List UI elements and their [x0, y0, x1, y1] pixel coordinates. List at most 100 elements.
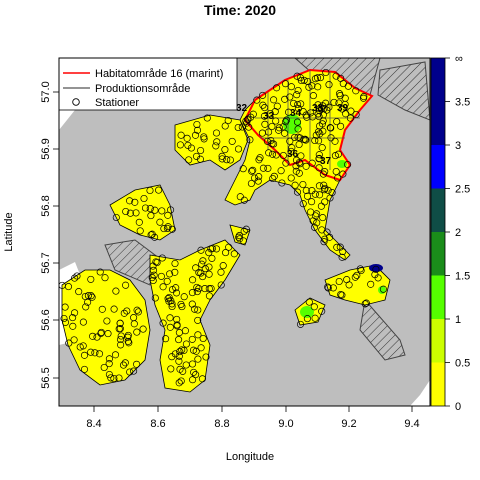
station-marker: [240, 227, 248, 235]
station-marker: [196, 155, 204, 163]
station-marker: [122, 207, 130, 216]
station-marker: [297, 76, 305, 85]
station-marker: [305, 298, 313, 306]
station-marker: [337, 74, 345, 82]
station-marker: [339, 170, 347, 178]
station-marker: [187, 144, 195, 152]
station-marker: [253, 96, 261, 104]
station-marker: [133, 306, 141, 314]
station-marker: [352, 110, 360, 119]
station-marker: [168, 353, 176, 361]
station-marker: [189, 276, 197, 284]
station-marker: [75, 288, 83, 296]
station-marker: [189, 376, 197, 384]
station-marker: [353, 271, 361, 279]
station-marker: [314, 128, 323, 136]
y-tick-label: 56.8: [40, 195, 52, 216]
station-marker: [134, 308, 142, 316]
station-marker: [194, 331, 202, 339]
station-marker: [315, 137, 323, 145]
station-marker: [315, 164, 323, 172]
station-marker: [327, 134, 335, 142]
station-marker: [287, 174, 295, 182]
patch-blue-east: [369, 264, 383, 272]
station-marker: [316, 122, 324, 130]
station-marker: [171, 268, 179, 276]
map-area: 32 33 34 38 39 36 37 Habitatområde 16 (m…: [59, 58, 430, 406]
station-marker: [235, 232, 243, 240]
colorbar-tick-label: ∞: [455, 53, 463, 65]
station-marker: [236, 193, 244, 201]
station-marker: [322, 68, 330, 77]
station-marker: [80, 365, 89, 373]
station-marker: [173, 315, 181, 323]
station-marker: [346, 114, 354, 122]
station-marker: [105, 355, 113, 363]
colorbar: [431, 58, 445, 406]
station-marker: [141, 204, 150, 212]
station-marker: [131, 198, 139, 206]
station-marker: [303, 315, 311, 323]
station-marker: [123, 307, 131, 315]
station-marker: [168, 225, 176, 233]
station-marker: [224, 116, 232, 125]
y-tick-label: 56.9: [40, 138, 52, 159]
station-marker: [301, 135, 309, 143]
station-marker: [110, 374, 118, 383]
colorbar-tick-label: 0.5: [455, 358, 470, 370]
colorbar-tick-label: 0: [455, 401, 461, 413]
station-marker: [324, 186, 332, 194]
area-label: 32: [236, 103, 248, 114]
station-marker: [199, 257, 207, 265]
station-marker: [309, 92, 317, 100]
station-marker: [219, 262, 227, 270]
station-marker: [192, 371, 200, 379]
station-marker: [319, 111, 327, 119]
station-marker: [197, 246, 205, 254]
station-marker: [194, 316, 202, 324]
station-marker: [124, 337, 132, 345]
station-marker: [151, 294, 159, 302]
water-south-central: [149, 239, 241, 393]
station-marker: [166, 270, 174, 278]
station-marker: [242, 117, 250, 125]
station-marker: [87, 275, 95, 283]
production-zone-east: [359, 298, 406, 361]
station-marker: [259, 91, 267, 99]
station-marker: [188, 289, 196, 297]
station-marker: [147, 212, 155, 220]
area-label: 33: [263, 111, 275, 122]
station-marker: [347, 107, 355, 115]
station-marker: [333, 118, 341, 126]
station-marker: [205, 263, 213, 271]
station-marker: [249, 166, 257, 174]
colorbar-band: [431, 275, 445, 319]
station-marker: [266, 109, 274, 118]
station-marker: [87, 292, 95, 300]
station-marker: [61, 318, 70, 326]
station-marker: [184, 141, 192, 149]
station-marker: [343, 276, 351, 284]
colorbar-band: [431, 58, 445, 145]
station-marker: [303, 113, 311, 121]
station-marker: [308, 198, 316, 206]
station-marker: [69, 314, 77, 322]
y-axis-title: Latitude: [3, 212, 15, 251]
station-marker: [291, 181, 299, 189]
y-tick-label: 57.0: [40, 81, 52, 102]
station-marker: [281, 129, 289, 137]
station-marker: [272, 117, 280, 125]
station-marker: [314, 83, 322, 91]
station-marker: [222, 249, 230, 257]
station-marker: [221, 122, 229, 130]
station-marker: [175, 336, 183, 344]
station-marker: [105, 370, 113, 379]
x-tick-label: 9.2: [341, 418, 356, 430]
station-marker: [188, 300, 196, 308]
x-axis-title: Longitude: [226, 451, 274, 463]
colorbar-tick-label: 3.5: [455, 97, 470, 109]
station-marker: [195, 269, 203, 277]
station-marker: [101, 274, 109, 282]
station-marker: [162, 335, 170, 343]
station-marker: [71, 274, 79, 282]
